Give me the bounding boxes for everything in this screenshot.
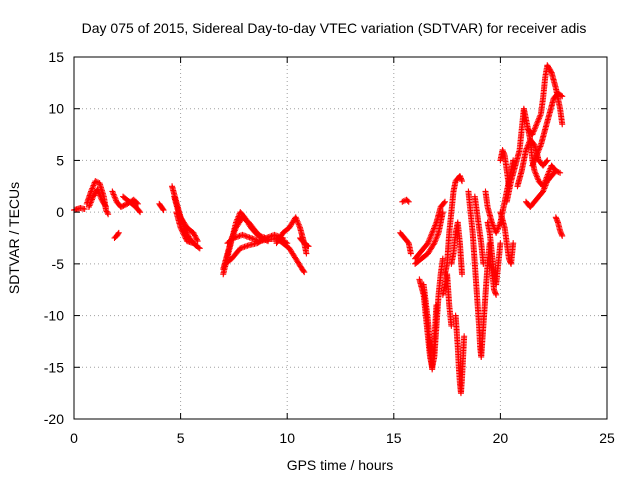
data-point <box>196 245 203 252</box>
data-point <box>103 208 110 215</box>
data-point <box>137 209 144 216</box>
y-tick-label: 15 <box>48 49 64 65</box>
axis-ticks <box>73 56 608 420</box>
x-tick-label: 5 <box>177 430 185 446</box>
plot-frame <box>73 56 608 420</box>
data-point <box>193 236 200 243</box>
data-point <box>190 240 197 247</box>
x-tick-label: 15 <box>386 430 402 446</box>
data-point <box>559 93 566 100</box>
data-point <box>115 230 122 237</box>
data-point <box>194 238 201 245</box>
data-point <box>399 198 406 205</box>
y-tick-label: -10 <box>44 308 64 324</box>
data-point <box>304 242 311 249</box>
data-point <box>177 224 184 231</box>
data-point <box>117 203 124 210</box>
data-points <box>71 62 566 397</box>
data-point <box>179 228 186 235</box>
data-point <box>407 250 414 257</box>
data-point <box>559 232 566 239</box>
data-point <box>441 199 448 206</box>
y-tick-label: -15 <box>44 359 64 375</box>
y-axis-label: SDTVAR / TECUs <box>6 182 22 294</box>
data-point <box>105 211 112 218</box>
data-point <box>430 241 437 248</box>
data-point <box>191 231 198 238</box>
grid <box>74 57 607 419</box>
data-point <box>102 203 109 210</box>
data-point <box>181 232 188 239</box>
y-tick-label: 10 <box>48 101 64 117</box>
data-point <box>119 203 126 210</box>
x-tick-labels: 0 5 10 15 20 25 <box>70 430 615 446</box>
data-point <box>180 230 187 237</box>
data-point <box>104 209 111 216</box>
data-point <box>305 243 312 250</box>
data-point <box>300 268 307 275</box>
data-point <box>92 178 99 185</box>
data-point <box>554 168 561 175</box>
data-point <box>303 250 310 257</box>
data-point <box>497 240 504 247</box>
data-point <box>557 169 564 176</box>
data-point <box>123 201 130 208</box>
data-point <box>448 322 455 329</box>
data-point <box>433 302 440 309</box>
data-point <box>544 157 551 164</box>
data-point <box>555 169 562 176</box>
data-point <box>180 231 187 238</box>
y-tick-label: -5 <box>52 256 65 272</box>
data-point <box>459 178 466 185</box>
y-tick-labels: -20 -15 -10 -5 0 5 10 15 <box>44 49 64 427</box>
data-point <box>195 244 202 251</box>
data-point <box>439 209 446 216</box>
data-point <box>182 234 189 241</box>
data-point <box>461 333 468 340</box>
data-point <box>192 233 199 240</box>
data-point <box>405 198 412 205</box>
data-point <box>102 202 109 209</box>
data-point <box>121 202 128 209</box>
y-tick-label: 5 <box>56 152 64 168</box>
data-point <box>182 235 189 242</box>
data-point <box>115 229 122 236</box>
data-point <box>183 229 190 236</box>
data-point <box>404 197 411 204</box>
x-tick-label: 25 <box>599 430 615 446</box>
data-point <box>159 206 166 213</box>
data-point <box>510 240 517 247</box>
data-point <box>178 227 185 234</box>
x-tick-label: 0 <box>70 430 78 446</box>
x-tick-label: 10 <box>279 430 295 446</box>
data-point <box>136 208 143 215</box>
data-point <box>183 227 190 234</box>
chart-title: Day 075 of 2015, Sidereal Day-to-day VTE… <box>82 20 587 36</box>
data-point <box>191 232 198 239</box>
data-point <box>178 226 185 233</box>
data-point <box>558 92 565 99</box>
y-tick-label: 0 <box>56 204 64 220</box>
data-point <box>134 200 141 207</box>
data-point <box>160 207 167 214</box>
data-point <box>81 206 88 213</box>
y-tick-label: -20 <box>44 411 64 427</box>
data-point <box>559 121 566 128</box>
data-point <box>93 178 100 185</box>
data-point <box>480 260 487 267</box>
data-point <box>493 291 500 298</box>
data-point <box>190 229 197 236</box>
x-tick-label: 20 <box>493 430 509 446</box>
data-point <box>547 68 554 75</box>
data-point <box>301 269 308 276</box>
data-point <box>543 158 550 165</box>
data-point <box>459 271 466 278</box>
data-point <box>441 198 448 205</box>
data-point <box>133 199 140 206</box>
x-axis-label: GPS time / hours <box>287 457 394 473</box>
data-point <box>193 235 200 242</box>
data-point <box>552 167 559 174</box>
data-point <box>120 202 127 209</box>
